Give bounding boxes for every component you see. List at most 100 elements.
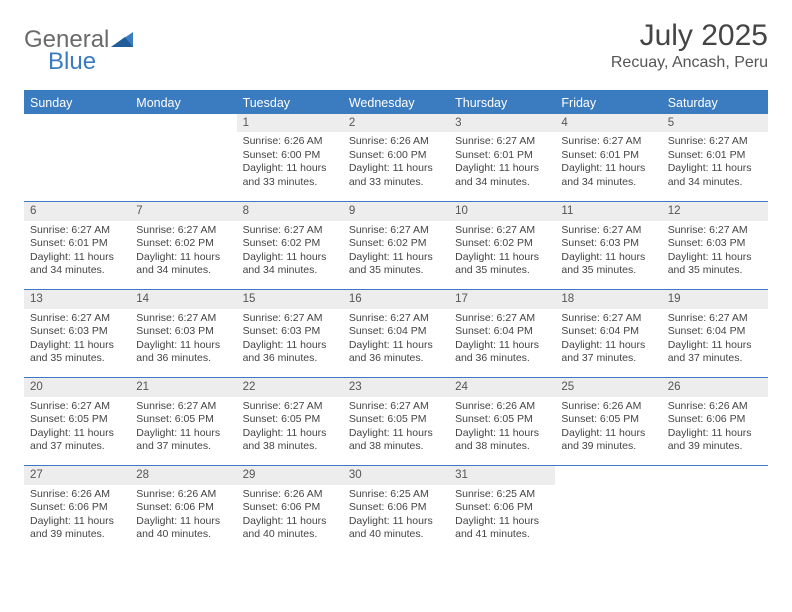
sunset-text: Sunset: 6:03 PM: [136, 325, 230, 338]
sunrise-text: Sunrise: 6:27 AM: [243, 312, 337, 325]
sunrise-text: Sunrise: 6:27 AM: [30, 224, 124, 237]
sunset-text: Sunset: 6:06 PM: [136, 501, 230, 514]
sunset-text: Sunset: 6:03 PM: [668, 237, 762, 250]
sunset-text: Sunset: 6:03 PM: [243, 325, 337, 338]
cell-body: Sunrise: 6:26 AMSunset: 6:00 PMDaylight:…: [237, 132, 343, 191]
day-number: 4: [555, 114, 661, 133]
daylight-text: Daylight: 11 hours and 34 minutes.: [455, 162, 549, 189]
calendar-row: 20Sunrise: 6:27 AMSunset: 6:05 PMDayligh…: [24, 378, 768, 466]
sunrise-text: Sunrise: 6:27 AM: [668, 312, 762, 325]
day-number: 12: [662, 202, 768, 221]
sunset-text: Sunset: 6:06 PM: [243, 501, 337, 514]
calendar-cell: 24Sunrise: 6:26 AMSunset: 6:05 PMDayligh…: [449, 378, 555, 466]
day-number: 14: [130, 290, 236, 309]
daylight-text: Daylight: 11 hours and 37 minutes.: [668, 339, 762, 366]
sunrise-text: Sunrise: 6:27 AM: [30, 400, 124, 413]
calendar-row: 27Sunrise: 6:26 AMSunset: 6:06 PMDayligh…: [24, 466, 768, 554]
sunset-text: Sunset: 6:01 PM: [668, 149, 762, 162]
dayhead-thu: Thursday: [449, 91, 555, 114]
sunset-text: Sunset: 6:05 PM: [30, 413, 124, 426]
cell-body: Sunrise: 6:26 AMSunset: 6:05 PMDaylight:…: [555, 397, 661, 456]
sunrise-text: Sunrise: 6:26 AM: [243, 135, 337, 148]
day-number: [662, 466, 768, 485]
calendar-cell: 15Sunrise: 6:27 AMSunset: 6:03 PMDayligh…: [237, 290, 343, 378]
calendar-cell: 29Sunrise: 6:26 AMSunset: 6:06 PMDayligh…: [237, 466, 343, 554]
title-block: July 2025 Recuay, Ancash, Peru: [611, 20, 768, 72]
day-number: 29: [237, 466, 343, 485]
logo-triangle-icon: [111, 26, 133, 54]
calendar-cell: 21Sunrise: 6:27 AMSunset: 6:05 PMDayligh…: [130, 378, 236, 466]
cell-body: Sunrise: 6:27 AMSunset: 6:02 PMDaylight:…: [130, 221, 236, 280]
sunrise-text: Sunrise: 6:26 AM: [561, 400, 655, 413]
cell-body: Sunrise: 6:27 AMSunset: 6:05 PMDaylight:…: [237, 397, 343, 456]
sunrise-text: Sunrise: 6:26 AM: [136, 488, 230, 501]
day-number: 30: [343, 466, 449, 485]
daylight-text: Daylight: 11 hours and 40 minutes.: [349, 515, 443, 542]
calendar-cell: 9Sunrise: 6:27 AMSunset: 6:02 PMDaylight…: [343, 202, 449, 290]
day-number: 22: [237, 378, 343, 397]
daylight-text: Daylight: 11 hours and 34 minutes.: [668, 162, 762, 189]
sunset-text: Sunset: 6:05 PM: [136, 413, 230, 426]
day-number: 8: [237, 202, 343, 221]
calendar-cell: 1Sunrise: 6:26 AMSunset: 6:00 PMDaylight…: [237, 114, 343, 202]
cell-body: Sunrise: 6:27 AMSunset: 6:01 PMDaylight:…: [24, 221, 130, 280]
daylight-text: Daylight: 11 hours and 39 minutes.: [561, 427, 655, 454]
cell-body: Sunrise: 6:27 AMSunset: 6:03 PMDaylight:…: [24, 309, 130, 368]
cell-body: Sunrise: 6:27 AMSunset: 6:05 PMDaylight:…: [130, 397, 236, 456]
calendar-head: Sunday Monday Tuesday Wednesday Thursday…: [24, 91, 768, 114]
sunrise-text: Sunrise: 6:27 AM: [136, 224, 230, 237]
dayhead-fri: Friday: [555, 91, 661, 114]
sunset-text: Sunset: 6:03 PM: [30, 325, 124, 338]
cell-body: Sunrise: 6:27 AMSunset: 6:02 PMDaylight:…: [343, 221, 449, 280]
cell-body: Sunrise: 6:25 AMSunset: 6:06 PMDaylight:…: [343, 485, 449, 544]
calendar-cell: [555, 466, 661, 554]
cell-body: Sunrise: 6:26 AMSunset: 6:00 PMDaylight:…: [343, 132, 449, 191]
daylight-text: Daylight: 11 hours and 35 minutes.: [349, 251, 443, 278]
daylight-text: Daylight: 11 hours and 39 minutes.: [668, 427, 762, 454]
cell-body: Sunrise: 6:27 AMSunset: 6:01 PMDaylight:…: [662, 132, 768, 191]
calendar-cell: 27Sunrise: 6:26 AMSunset: 6:06 PMDayligh…: [24, 466, 130, 554]
calendar-row: 6Sunrise: 6:27 AMSunset: 6:01 PMDaylight…: [24, 202, 768, 290]
daylight-text: Daylight: 11 hours and 34 minutes.: [30, 251, 124, 278]
cell-body: Sunrise: 6:27 AMSunset: 6:04 PMDaylight:…: [555, 309, 661, 368]
dayhead-sat: Saturday: [662, 91, 768, 114]
daylight-text: Daylight: 11 hours and 33 minutes.: [243, 162, 337, 189]
sunrise-text: Sunrise: 6:27 AM: [349, 400, 443, 413]
cell-body: Sunrise: 6:26 AMSunset: 6:06 PMDaylight:…: [24, 485, 130, 544]
daylight-text: Daylight: 11 hours and 36 minutes.: [455, 339, 549, 366]
sunrise-text: Sunrise: 6:26 AM: [455, 400, 549, 413]
sunset-text: Sunset: 6:06 PM: [455, 501, 549, 514]
calendar-cell: 22Sunrise: 6:27 AMSunset: 6:05 PMDayligh…: [237, 378, 343, 466]
cell-body: Sunrise: 6:26 AMSunset: 6:05 PMDaylight:…: [449, 397, 555, 456]
daylight-text: Daylight: 11 hours and 34 minutes.: [243, 251, 337, 278]
cell-body: Sunrise: 6:26 AMSunset: 6:06 PMDaylight:…: [662, 397, 768, 456]
calendar-cell: 11Sunrise: 6:27 AMSunset: 6:03 PMDayligh…: [555, 202, 661, 290]
cell-body: Sunrise: 6:27 AMSunset: 6:02 PMDaylight:…: [449, 221, 555, 280]
sunrise-text: Sunrise: 6:27 AM: [243, 224, 337, 237]
day-number: 20: [24, 378, 130, 397]
calendar-cell: [130, 114, 236, 202]
day-number: 27: [24, 466, 130, 485]
cell-body: Sunrise: 6:27 AMSunset: 6:03 PMDaylight:…: [237, 309, 343, 368]
calendar-cell: 2Sunrise: 6:26 AMSunset: 6:00 PMDaylight…: [343, 114, 449, 202]
sunset-text: Sunset: 6:01 PM: [561, 149, 655, 162]
calendar-cell: 6Sunrise: 6:27 AMSunset: 6:01 PMDaylight…: [24, 202, 130, 290]
daylight-text: Daylight: 11 hours and 36 minutes.: [243, 339, 337, 366]
calendar-body: 1Sunrise: 6:26 AMSunset: 6:00 PMDaylight…: [24, 114, 768, 554]
daylight-text: Daylight: 11 hours and 40 minutes.: [136, 515, 230, 542]
daylight-text: Daylight: 11 hours and 35 minutes.: [455, 251, 549, 278]
sunset-text: Sunset: 6:02 PM: [136, 237, 230, 250]
sunrise-text: Sunrise: 6:27 AM: [349, 224, 443, 237]
calendar-cell: 25Sunrise: 6:26 AMSunset: 6:05 PMDayligh…: [555, 378, 661, 466]
sunset-text: Sunset: 6:02 PM: [349, 237, 443, 250]
day-number: 19: [662, 290, 768, 309]
cell-body: Sunrise: 6:27 AMSunset: 6:03 PMDaylight:…: [130, 309, 236, 368]
sunset-text: Sunset: 6:02 PM: [243, 237, 337, 250]
day-number: 21: [130, 378, 236, 397]
sunrise-text: Sunrise: 6:27 AM: [455, 135, 549, 148]
sunset-text: Sunset: 6:04 PM: [455, 325, 549, 338]
daylight-text: Daylight: 11 hours and 37 minutes.: [30, 427, 124, 454]
sunset-text: Sunset: 6:05 PM: [455, 413, 549, 426]
day-number: 31: [449, 466, 555, 485]
sunrise-text: Sunrise: 6:27 AM: [455, 224, 549, 237]
